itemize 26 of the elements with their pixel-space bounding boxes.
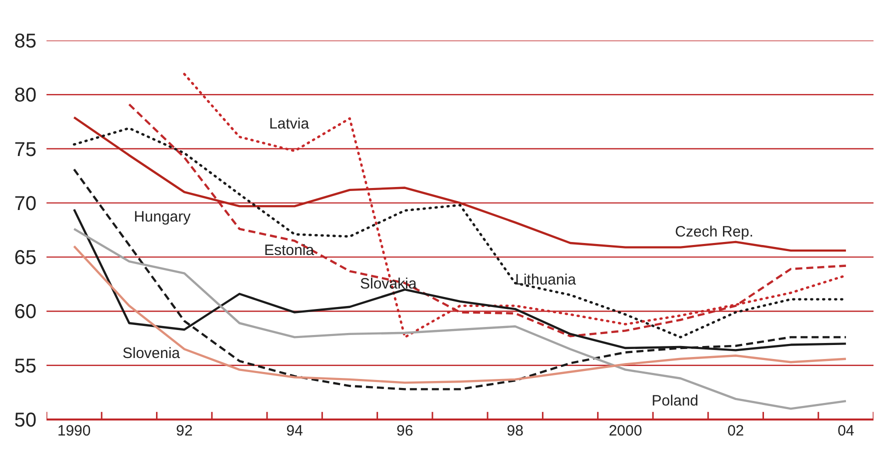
line-series: [72, 168, 848, 390]
series-label: Estonia: [264, 242, 315, 260]
y-tick-label: 60: [14, 301, 37, 324]
x-tick-label: 04: [838, 422, 854, 440]
x-tick-label: 02: [727, 422, 744, 440]
x-tick-label: 94: [286, 422, 303, 440]
y-tick-label: 70: [14, 192, 37, 215]
line-series: [72, 228, 848, 410]
series-label: Slovenia: [122, 344, 181, 362]
series-label: Lithuania: [515, 271, 577, 288]
line-series: [72, 245, 848, 384]
x-tick-label: 1990: [57, 422, 91, 440]
x-tick-label: 92: [176, 422, 193, 440]
y-tick-label: 50: [14, 410, 37, 432]
y-tick-label: 85: [14, 30, 37, 52]
x-tick-label: 96: [396, 422, 414, 440]
x-tick-label: 98: [506, 422, 524, 440]
series-label: Czech Rep.: [675, 224, 754, 241]
series-label: Hungary: [134, 208, 192, 226]
y-tick-label: 55: [14, 355, 37, 378]
y-tick-label: 80: [14, 84, 37, 107]
y-tick-label: 75: [14, 138, 37, 161]
series-label: Latvia: [269, 115, 310, 132]
series-label: Poland: [652, 392, 698, 410]
x-tick-label: 2000: [608, 422, 642, 440]
y-tick-label: 65: [14, 247, 37, 270]
